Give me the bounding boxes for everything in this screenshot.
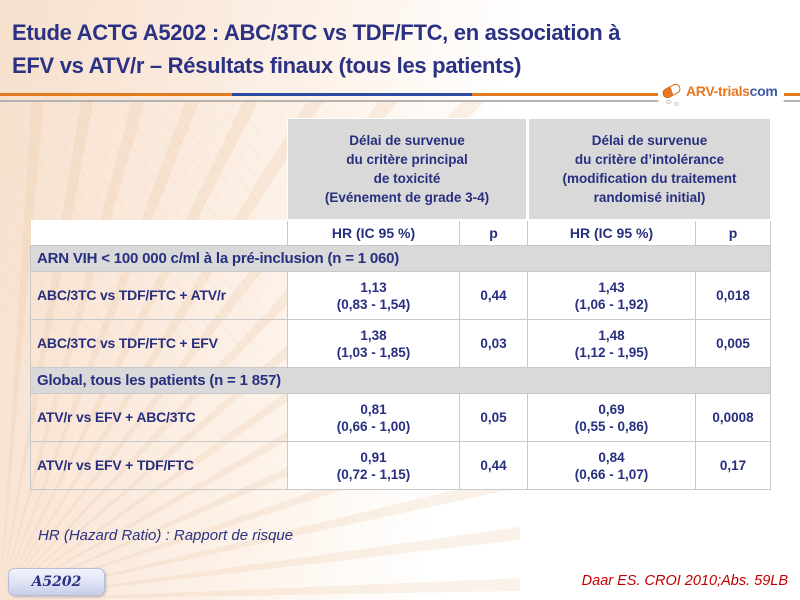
subheader-hr1: HR (IC 95 %) xyxy=(287,219,460,246)
pill-icon xyxy=(660,82,683,100)
title-line-1: Etude ACTG A5202 : ABC/3TC vs TDF/FTC, e… xyxy=(12,20,621,45)
page-title: Etude ACTG A5202 : ABC/3TC vs TDF/FTC, e… xyxy=(12,16,732,82)
hr-ci: (0,55 - 0,86) xyxy=(574,418,649,434)
pill-dot-icon xyxy=(674,102,679,106)
subheader-p2: p xyxy=(694,219,772,246)
p-cell: 0,005 xyxy=(694,319,772,368)
row-label: ATV/r vs EFV + ABC/3TC xyxy=(30,393,288,442)
table-row: ATV/r vs EFV + TDF/FTC 0,91 (0,72 - 1,15… xyxy=(30,441,772,490)
column-group-header-intolerance: Délai de survenue du critère d’intoléran… xyxy=(525,118,772,221)
empty-corner-cell xyxy=(30,219,288,246)
empty-corner-cell xyxy=(31,119,288,220)
citation-reference: Daar ES. CROI 2010;Abs. 59LB xyxy=(581,573,788,589)
arv-trials-logo: ARV-trials com xyxy=(658,77,784,106)
results-table: Délai de survenue du critère principal d… xyxy=(29,118,772,490)
hr-cell: 0,81 (0,66 - 1,00) xyxy=(287,393,460,442)
hr-ci: (1,12 - 1,95) xyxy=(574,344,649,360)
hr-ci: (1,03 - 1,85) xyxy=(336,344,411,360)
hr-value: 1,13 xyxy=(360,279,387,295)
p-cell: 0,018 xyxy=(694,271,772,320)
hr-value: 1,38 xyxy=(360,327,387,343)
divider-line-top xyxy=(0,93,800,96)
table-row: ATV/r vs EFV + ABC/3TC 0,81 (0,66 - 1,00… xyxy=(30,393,772,442)
section-label: ARN VIH < 100 000 c/ml à la pré-inclusio… xyxy=(29,245,772,272)
hr-ci: (0,66 - 1,00) xyxy=(336,418,411,434)
row-label: ABC/3TC vs TDF/FTC + ATV/r xyxy=(30,271,288,320)
hr-value: 1,43 xyxy=(598,279,625,295)
title-line-2: EFV vs ATV/r – Résultats finaux (tous le… xyxy=(12,53,522,78)
p-cell: 0,0008 xyxy=(694,393,772,442)
pill-dot-icon xyxy=(666,100,671,104)
row-label: ABC/3TC vs TDF/FTC + EFV xyxy=(30,319,288,368)
logo-suffix: com xyxy=(749,83,778,99)
divider-line-bottom xyxy=(0,100,800,102)
column-group-header-toxicity: Délai de survenue du critère principal d… xyxy=(287,118,528,221)
hr-cell: 1,48 (1,12 - 1,95) xyxy=(527,319,696,368)
p-cell: 0,05 xyxy=(459,393,528,442)
p-cell: 0,17 xyxy=(694,441,772,490)
hr-cell: 0,84 (0,66 - 1,07) xyxy=(527,441,696,490)
hr-cell: 0,91 (0,72 - 1,15) xyxy=(287,441,460,490)
section-row-global: Global, tous les patients (n = 1 857) xyxy=(29,367,772,394)
group2-line2: du critère d’intolérance xyxy=(574,151,725,167)
group1-line4: (Evénement de grade 3-4) xyxy=(324,189,490,205)
group2-line1: Délai de survenue xyxy=(591,132,708,148)
logo-text: ARV-trials xyxy=(686,83,750,99)
section-label: Global, tous les patients (n = 1 857) xyxy=(29,367,772,394)
hr-footnote: HR (Hazard Ratio) : Rapport de risque xyxy=(38,527,294,544)
group2-line4: randomisé initial) xyxy=(593,189,706,205)
hr-cell: 1,13 (0,83 - 1,54) xyxy=(287,271,460,320)
hr-value: 1,48 xyxy=(598,327,625,343)
group1-line3: de toxicité xyxy=(373,170,441,186)
table-row: ABC/3TC vs TDF/FTC + EFV 1,38 (1,03 - 1,… xyxy=(30,319,772,368)
hr-cell: 1,43 (1,06 - 1,92) xyxy=(527,271,696,320)
subheader-p1: p xyxy=(459,219,528,246)
hr-value: 0,91 xyxy=(360,449,387,465)
row-label: ATV/r vs EFV + TDF/FTC xyxy=(30,441,288,490)
p-cell: 0,03 xyxy=(459,319,528,368)
hr-ci: (0,72 - 1,15) xyxy=(336,466,411,482)
table-row: ABC/3TC vs TDF/FTC + ATV/r 1,13 (0,83 - … xyxy=(30,271,772,320)
study-badge: A5202 xyxy=(8,568,105,596)
hr-value: 0,69 xyxy=(598,401,625,417)
section-row-low-viral-load: ARN VIH < 100 000 c/ml à la pré-inclusio… xyxy=(29,245,772,272)
group2-line3: (modification du traitement xyxy=(562,170,737,186)
p-cell: 0,44 xyxy=(459,271,528,320)
hr-ci: (0,66 - 1,07) xyxy=(574,466,649,482)
hr-cell: 1,38 (1,03 - 1,85) xyxy=(287,319,460,368)
p-cell: 0,44 xyxy=(459,441,528,490)
subheader-hr2: HR (IC 95 %) xyxy=(527,219,696,246)
hr-value: 0,84 xyxy=(598,449,625,465)
hr-ci: (1,06 - 1,92) xyxy=(574,296,649,312)
table-subheader-row: HR (IC 95 %) p HR (IC 95 %) p xyxy=(30,219,772,246)
group1-line1: Délai de survenue xyxy=(349,132,465,148)
table-group-header-row: Délai de survenue du critère principal d… xyxy=(31,118,772,221)
hr-cell: 0,69 (0,55 - 0,86) xyxy=(527,393,696,442)
group1-line2: du critère principal xyxy=(346,151,468,167)
hr-ci: (0,83 - 1,54) xyxy=(336,296,411,312)
hr-value: 0,81 xyxy=(360,401,387,417)
